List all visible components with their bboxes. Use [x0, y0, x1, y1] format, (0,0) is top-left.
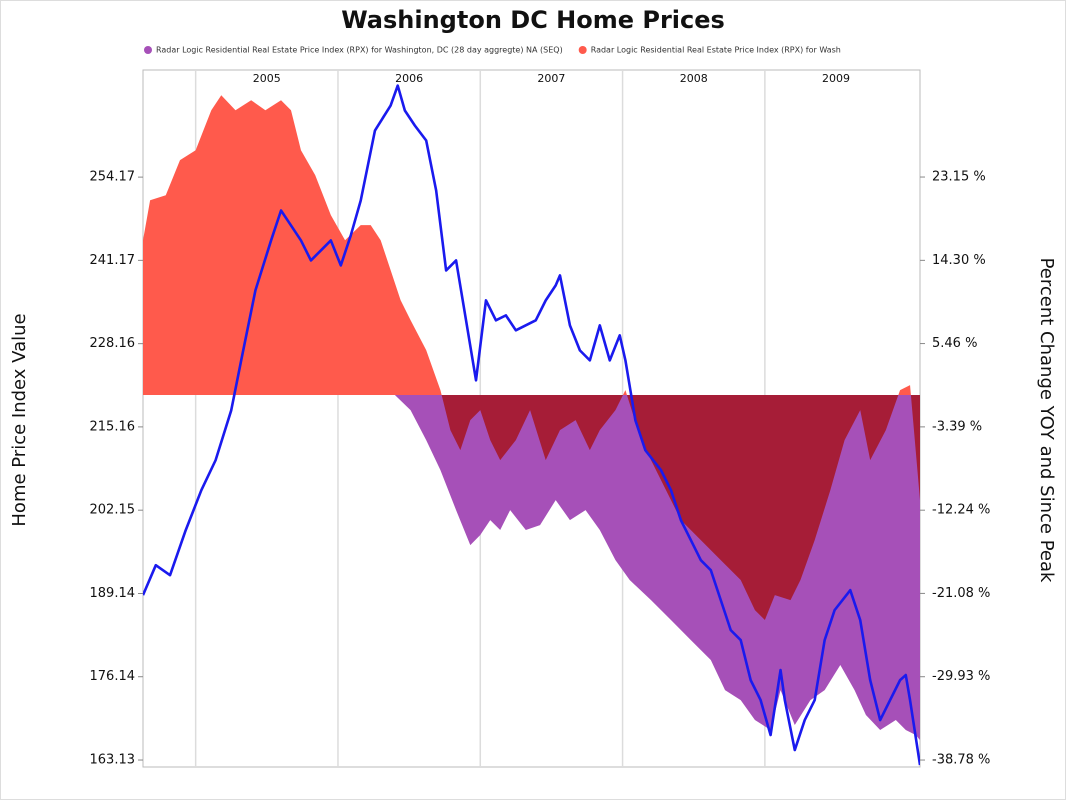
y-tick-label: 228.16 — [90, 336, 136, 351]
y-tick-label: 163.13 — [90, 753, 136, 768]
y2-tick-label: 14.30 % — [932, 253, 986, 268]
y-tick-label: 215.16 — [90, 419, 136, 434]
y2-tick-label: 5.46 % — [932, 336, 977, 351]
y-tick-label: 189.14 — [90, 586, 136, 601]
legend-marker — [144, 46, 152, 54]
legend-label: Radar Logic Residential Real Estate Pric… — [156, 46, 563, 55]
y2-axis-title: Percent Change YOY and Since Peak — [1036, 258, 1057, 583]
y-axis-title: Home Price Index Value — [9, 313, 30, 526]
chart-title: Washington DC Home Prices — [341, 6, 725, 34]
y-tick-label: 202.15 — [90, 503, 136, 518]
x-tick-label: 2008 — [680, 72, 708, 85]
x-tick-label: 2009 — [822, 72, 850, 85]
x-tick-label: 2007 — [537, 72, 565, 85]
y-tick-label: 254.17 — [90, 170, 136, 185]
y2-tick-label: -21.08 % — [932, 586, 990, 601]
area — [143, 95, 920, 621]
y2-tick-label: 23.15 % — [932, 170, 986, 185]
y-tick-label: 241.17 — [90, 253, 136, 268]
y2-tick-label: -38.78 % — [932, 753, 990, 768]
y2-tick-label: -12.24 % — [932, 503, 990, 518]
x-tick-label: 2005 — [253, 72, 281, 85]
series-layer — [143, 84, 920, 766]
legend-label: Radar Logic Residential Real Estate Pric… — [591, 46, 841, 55]
legend-marker — [578, 46, 587, 54]
y-tick-label: 176.14 — [90, 669, 136, 684]
y2-tick-label: -29.93 % — [932, 669, 990, 684]
y2-tick-label: -3.39 % — [932, 419, 982, 434]
x-tick-label: 2006 — [395, 72, 423, 85]
line — [143, 84, 920, 766]
